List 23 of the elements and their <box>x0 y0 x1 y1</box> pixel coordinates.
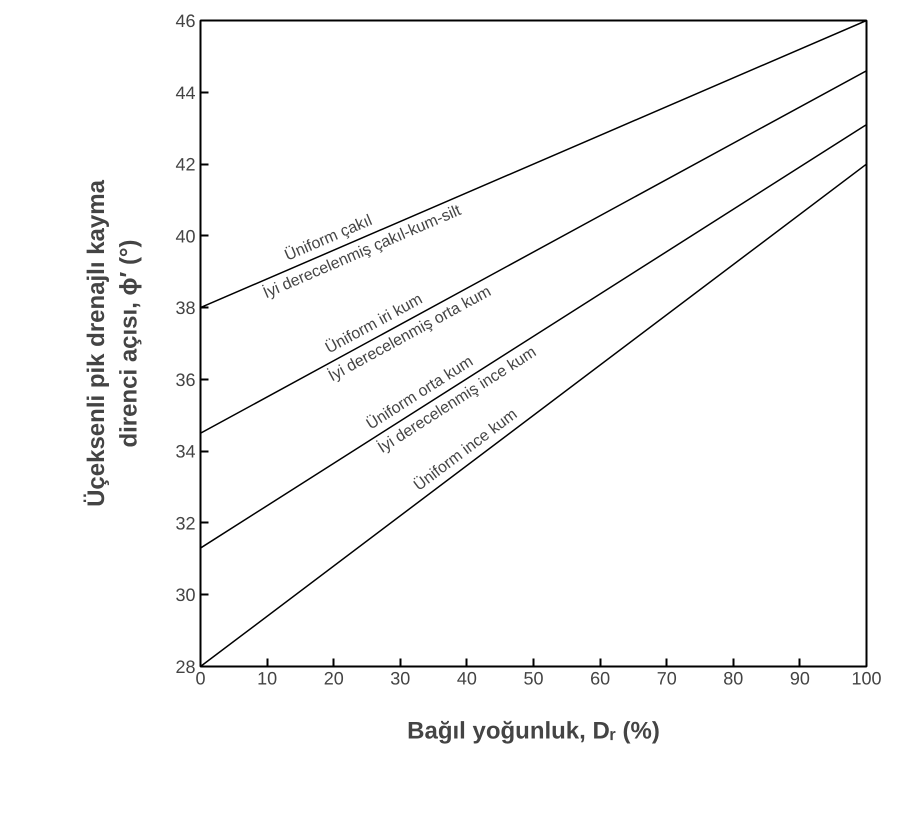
x-tick-label: 80 <box>723 668 744 688</box>
x-tick-label: 40 <box>456 668 477 688</box>
y-tick-label: 28 <box>175 657 196 677</box>
x-tick-label: 20 <box>324 668 344 688</box>
x-axis-title: Bağıl yoğunluk, Dᵣ (%) <box>407 718 660 744</box>
x-tick-label: 100 <box>851 668 882 688</box>
x-tick-label: 60 <box>590 668 610 688</box>
y-tick-label: 32 <box>175 513 196 534</box>
x-tick-label: 90 <box>790 668 810 688</box>
y-axis-title: Üçeksenli pik drenajlı kayma direnci açısı, ϕ′ (°) <box>83 179 142 507</box>
x-tick-label: 10 <box>257 668 278 688</box>
y-tick-label: 40 <box>175 226 196 246</box>
y-tick-label: 34 <box>175 442 196 462</box>
y-tick-label: 38 <box>175 298 196 318</box>
x-tick-label: 50 <box>523 668 544 688</box>
x-tick-label: 30 <box>390 668 410 688</box>
y-tick-label: 30 <box>175 585 196 606</box>
y-tick-label: 36 <box>175 370 196 390</box>
y-tick-label: 46 <box>175 11 196 31</box>
y-tick-label: 44 <box>175 82 196 103</box>
x-tick-label: 0 <box>195 668 206 688</box>
x-tick-label: 70 <box>656 668 677 688</box>
y-tick-label: 42 <box>175 154 196 175</box>
